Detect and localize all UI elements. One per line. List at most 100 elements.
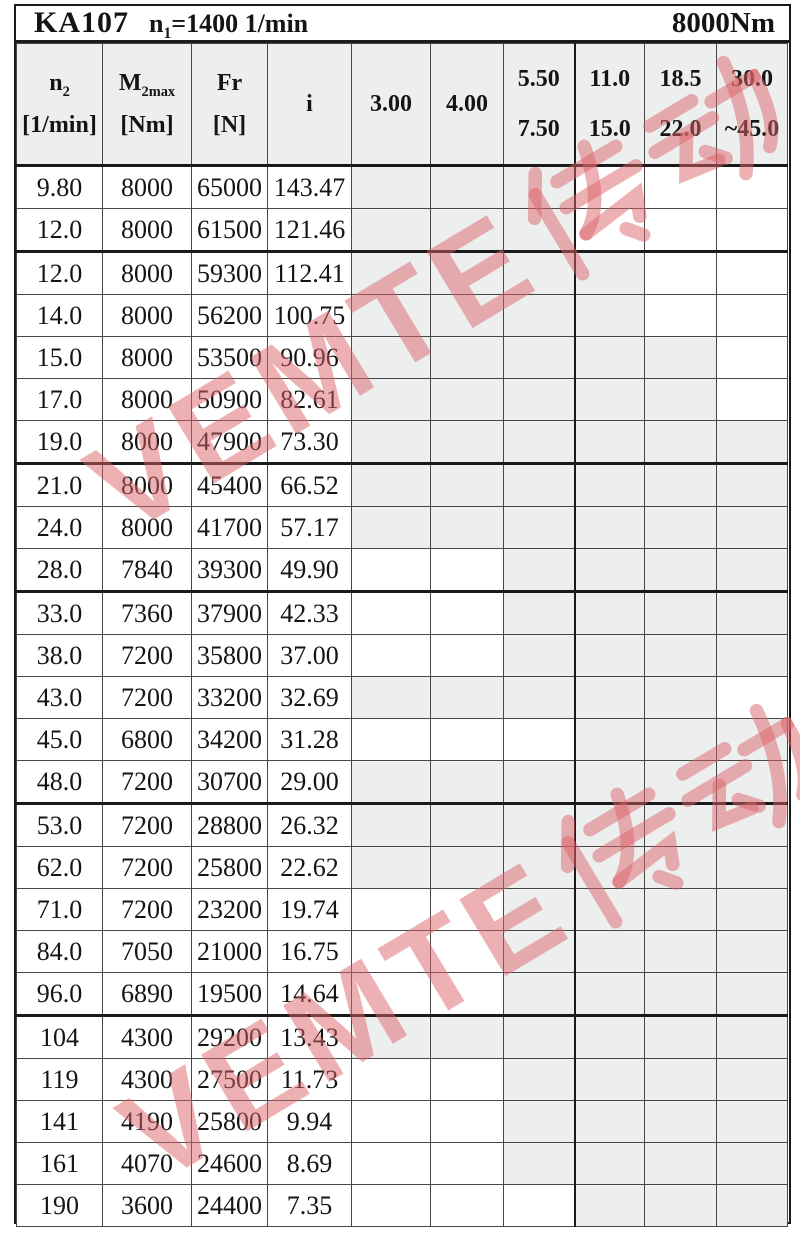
cell-i: 19.74 [267,888,352,931]
cell-i: 143.47 [267,165,352,209]
cell-n2: 141 [16,1100,103,1143]
cell-fr: 24600 [191,1142,268,1185]
cell-n2: 19.0 [16,420,103,465]
cell-ratio-4 [573,548,645,593]
cell-ratio-2 [430,506,504,549]
cell-ratio-1 [351,420,431,465]
cell-ratio-3 [503,165,575,209]
cell-m2max: 7200 [102,888,192,931]
cell-fr: 53500 [191,336,268,379]
cell-ratio-6 [716,591,788,635]
cell-m2max: 7200 [102,760,192,805]
cell-fr: 33200 [191,676,268,719]
cell-n2: 17.0 [16,378,103,421]
cell-ratio-6 [716,676,788,719]
cell-n2: 190 [16,1184,103,1227]
table-row: 12.0 8000 59300 112.41 [16,251,788,295]
cell-i: 22.62 [267,846,352,889]
header-m2max: M2max [Nm] [102,43,192,167]
cell-m2max: 7200 [102,634,192,677]
cell-ratio-1 [351,378,431,421]
table-row: 190 3600 24400 7.35 [16,1184,788,1227]
cell-ratio-5 [644,1142,717,1185]
cell-ratio-5 [644,1184,717,1227]
cell-ratio-3 [503,676,575,719]
cell-ratio-5 [644,463,717,507]
cell-ratio-6 [716,165,788,209]
cell-ratio-2 [430,676,504,719]
table-row: 14.0 8000 56200 100.75 [16,294,788,337]
cell-n2: 119 [16,1058,103,1101]
cell-ratio-1 [351,888,431,931]
cell-n2: 21.0 [16,463,103,507]
cell-fr: 27500 [191,1058,268,1101]
cell-ratio-6 [716,463,788,507]
table-row: 71.0 7200 23200 19.74 [16,888,788,931]
cell-ratio-5 [644,930,717,973]
cell-ratio-1 [351,251,431,295]
cell-ratio-6 [716,294,788,337]
cell-n2: 71.0 [16,888,103,931]
cell-ratio-4 [573,1058,645,1101]
cell-ratio-5 [644,972,717,1017]
title-left: KA107 n1=1400 1/min [34,6,308,41]
cell-ratio-1 [351,846,431,889]
header-n2-symbol: n2 [49,70,70,100]
cell-n2: 12.0 [16,251,103,295]
cell-fr: 23200 [191,888,268,931]
cell-ratio-2 [430,1142,504,1185]
cell-m2max: 8000 [102,294,192,337]
cell-n2: 45.0 [16,718,103,761]
table-row: 38.0 7200 35800 37.00 [16,634,788,677]
cell-n2: 9.80 [16,165,103,209]
cell-ratio-4 [573,378,645,421]
cell-i: 31.28 [267,718,352,761]
cell-ratio-5 [644,251,717,295]
cell-ratio-2 [430,378,504,421]
cell-m2max: 4300 [102,1058,192,1101]
cell-ratio-6 [716,888,788,931]
table-row: 12.0 8000 61500 121.46 [16,208,788,253]
cell-ratio-1 [351,1058,431,1101]
cell-ratio-5 [644,548,717,593]
model-label: KA107 [34,6,129,39]
cell-ratio-4 [573,1184,645,1227]
cell-ratio-4 [573,803,645,847]
cell-ratio-4 [573,1015,645,1059]
cell-ratio-2 [430,208,504,253]
cell-ratio-2 [430,930,504,973]
cell-n2: 33.0 [16,591,103,635]
cell-ratio-1 [351,208,431,253]
cell-ratio-3 [503,803,575,847]
cell-m2max: 4190 [102,1100,192,1143]
cell-fr: 39300 [191,548,268,593]
cell-n2: 84.0 [16,930,103,973]
cell-ratio-4 [573,294,645,337]
header-ratio-5: 18.5 22.0 [644,43,717,167]
cell-ratio-4 [573,888,645,931]
cell-fr: 56200 [191,294,268,337]
cell-ratio-4 [573,760,645,805]
table-row: 62.0 7200 25800 22.62 [16,846,788,889]
cell-i: 13.43 [267,1015,352,1059]
table-row: 43.0 7200 33200 32.69 [16,676,788,719]
cell-ratio-5 [644,294,717,337]
cell-ratio-4 [573,165,645,209]
cell-ratio-1 [351,506,431,549]
cell-ratio-1 [351,591,431,635]
cell-fr: 35800 [191,634,268,677]
header-ratio-1: 3.00 [351,43,431,167]
cell-i: 57.17 [267,506,352,549]
cell-ratio-6 [716,930,788,973]
cell-ratio-5 [644,165,717,209]
cell-n2: 28.0 [16,548,103,593]
ratio-table: n2 [1/min] M2max [Nm] Fr [N] [16,43,788,1227]
cell-m2max: 7050 [102,930,192,973]
cell-ratio-3 [503,1058,575,1101]
header-m2max-symbol: M2max [118,70,176,100]
cell-ratio-2 [430,803,504,847]
cell-ratio-6 [716,208,788,253]
cell-ratio-2 [430,591,504,635]
cell-ratio-4 [573,420,645,465]
cell-ratio-2 [430,420,504,465]
